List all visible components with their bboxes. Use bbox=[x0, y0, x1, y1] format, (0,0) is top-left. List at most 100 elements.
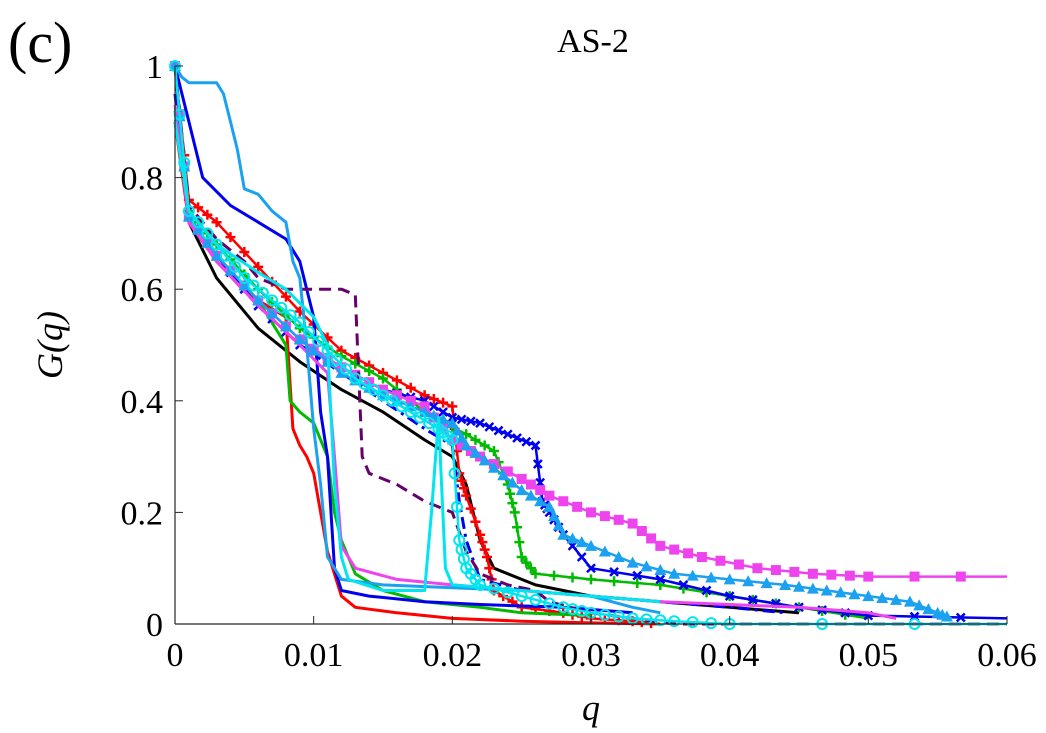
series-marker bbox=[211, 217, 222, 228]
series-marker bbox=[256, 286, 269, 299]
series-marker bbox=[266, 294, 279, 307]
series-marker bbox=[367, 383, 380, 396]
series-marker bbox=[612, 551, 625, 563]
series-marker bbox=[521, 436, 532, 447]
series-line bbox=[173, 65, 661, 615]
series-marker bbox=[515, 484, 528, 496]
chart-title: AS-2 bbox=[557, 23, 629, 60]
series-marker bbox=[391, 375, 402, 386]
y-axis-label: G(q) bbox=[30, 311, 70, 379]
series-marker bbox=[534, 495, 547, 507]
series-marker bbox=[458, 483, 469, 494]
series-marker bbox=[405, 382, 416, 393]
series-marker bbox=[469, 446, 482, 458]
series-marker bbox=[279, 320, 292, 332]
series-marker bbox=[686, 616, 699, 629]
series-marker bbox=[252, 294, 265, 306]
series-marker bbox=[253, 261, 264, 272]
series-layer bbox=[169, 60, 1008, 630]
x-tick-label: 0.05 bbox=[839, 637, 899, 674]
series-marker bbox=[438, 407, 448, 417]
panel-label: (c) bbox=[8, 10, 72, 75]
x-axis-label: q bbox=[582, 688, 600, 728]
series-marker bbox=[461, 429, 472, 440]
series-marker bbox=[586, 574, 596, 585]
y-tick-label: 0 bbox=[146, 607, 163, 644]
series-marker bbox=[524, 489, 537, 501]
series-12 bbox=[173, 65, 661, 615]
series-marker bbox=[576, 552, 587, 562]
series-marker bbox=[668, 615, 681, 628]
series-marker bbox=[598, 545, 611, 557]
x-tick-label: 0.01 bbox=[284, 637, 344, 674]
series-marker bbox=[330, 353, 343, 366]
series-4 bbox=[173, 110, 592, 618]
series-marker bbox=[636, 526, 647, 536]
series-marker bbox=[475, 529, 486, 540]
series-marker bbox=[733, 559, 744, 570]
series-marker bbox=[446, 433, 459, 446]
series-marker bbox=[530, 568, 541, 579]
series-marker bbox=[280, 291, 291, 302]
series-marker bbox=[386, 394, 399, 407]
series-marker bbox=[238, 279, 251, 291]
series-marker bbox=[655, 574, 666, 585]
x-tick-label: 0.03 bbox=[561, 637, 621, 674]
y-tick-label: 1 bbox=[146, 49, 163, 86]
y-tick-label: 0.4 bbox=[121, 384, 164, 421]
series-marker bbox=[848, 588, 861, 600]
series-marker bbox=[940, 610, 953, 622]
axes: 0 0.01 0.02 0.03 0.04 0.05 0.06 0 0.2 0.4 0.6 0.8 1 bbox=[121, 49, 1037, 674]
series-marker bbox=[293, 333, 306, 345]
series-marker bbox=[428, 393, 439, 404]
series-marker bbox=[640, 560, 653, 572]
series-marker bbox=[793, 580, 805, 592]
series-marker bbox=[715, 555, 726, 566]
series-marker bbox=[863, 571, 874, 582]
series-marker bbox=[465, 416, 476, 427]
series-marker bbox=[419, 390, 430, 401]
series-marker bbox=[626, 556, 639, 568]
series-marker bbox=[922, 603, 935, 615]
series-marker bbox=[501, 586, 514, 599]
series-marker bbox=[455, 432, 468, 443]
series-marker bbox=[303, 325, 316, 338]
x-tick-label: 0.04 bbox=[700, 637, 760, 674]
series-marker bbox=[340, 363, 353, 376]
series-marker bbox=[488, 446, 499, 457]
series-marker bbox=[548, 510, 561, 522]
series-marker bbox=[450, 500, 463, 513]
series-marker bbox=[686, 569, 699, 581]
series-marker bbox=[820, 584, 833, 596]
series-marker bbox=[586, 507, 596, 518]
series-marker bbox=[477, 537, 488, 548]
series-line bbox=[173, 65, 869, 620]
series-marker bbox=[364, 366, 375, 377]
series-9 bbox=[173, 104, 897, 620]
series-marker bbox=[482, 552, 492, 563]
series-marker bbox=[770, 565, 781, 576]
x-tick-label: 0.02 bbox=[423, 637, 483, 674]
series-marker bbox=[705, 617, 718, 630]
series-marker bbox=[201, 236, 214, 248]
series-marker bbox=[516, 473, 527, 484]
series-line bbox=[173, 65, 800, 615]
series-marker bbox=[612, 610, 625, 623]
series-marker bbox=[395, 400, 408, 413]
series-marker bbox=[192, 223, 205, 235]
series-marker bbox=[293, 316, 306, 329]
series-marker bbox=[238, 272, 251, 285]
y-tick-label: 0.6 bbox=[121, 272, 164, 309]
series-marker bbox=[438, 397, 449, 408]
series-marker bbox=[779, 578, 792, 590]
series-14 bbox=[173, 121, 661, 604]
x-tick-label: 0 bbox=[167, 637, 184, 674]
series-marker bbox=[955, 612, 966, 623]
series-marker bbox=[632, 578, 643, 589]
series-marker bbox=[493, 425, 504, 436]
series-marker bbox=[487, 461, 500, 473]
series-marker bbox=[552, 519, 565, 531]
series-marker bbox=[193, 202, 204, 213]
series-marker bbox=[484, 421, 495, 432]
series-marker bbox=[549, 570, 560, 581]
